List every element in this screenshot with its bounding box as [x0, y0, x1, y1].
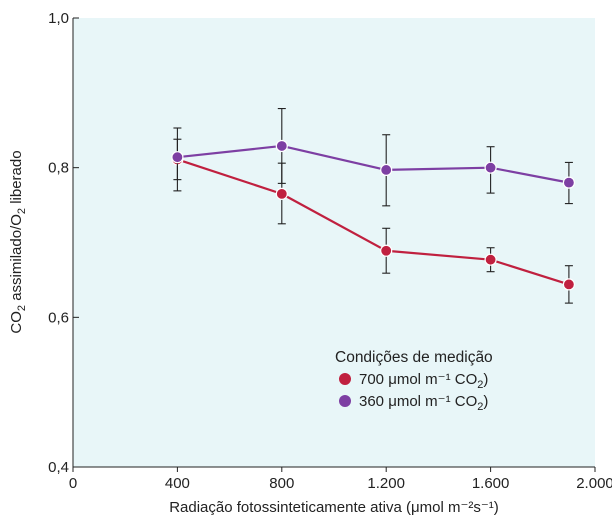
legend-marker — [339, 395, 351, 407]
y-axis-ticks: 0,4 0,6 0,8 1,0 — [48, 10, 79, 476]
y-axis-label-part: 2 — [16, 208, 28, 214]
legend-entry-subscript: 2 — [477, 401, 483, 413]
data-point — [171, 151, 184, 164]
y-axis-label: CO2 assimilado/O2 liberado — [8, 150, 28, 333]
x-tick-label: 1.200 — [367, 475, 405, 492]
axes — [72, 18, 595, 468]
y-axis-label-part: CO — [8, 311, 25, 334]
series-2 — [171, 107, 576, 207]
legend-entry-text: 360 μmol m⁻¹ CO — [359, 393, 477, 410]
x-tick-label: 2.000 — [576, 475, 612, 492]
data-point — [484, 253, 497, 266]
legend-entry-subscript: 2 — [477, 379, 483, 391]
legend-title: Condições de medição — [335, 349, 493, 366]
y-tick-label: 0,6 — [48, 309, 69, 326]
x-axis-label: Radiação fotossinteticamente ativa (μmol… — [169, 499, 499, 516]
y-axis-label-part: liberado — [8, 150, 25, 208]
legend-entry-suffix: ) — [483, 393, 488, 410]
data-point — [484, 161, 497, 174]
x-tick-label: 400 — [165, 475, 190, 492]
x-tick-label: 800 — [269, 475, 294, 492]
legend-entry-suffix: ) — [483, 371, 488, 388]
legend-entry-label: 360 μmol m⁻¹ CO2) — [359, 393, 488, 413]
data-point — [275, 139, 288, 153]
data-point — [380, 244, 393, 257]
x-tick-label: 1.600 — [472, 475, 510, 492]
legend-entries: 700 μmol m⁻¹ CO2)360 μmol m⁻¹ CO2) — [339, 371, 488, 413]
x-tick-label: 0 — [69, 475, 77, 492]
legend-entry-text: 700 μmol m⁻¹ CO — [359, 371, 477, 388]
legend-entry-label: 700 μmol m⁻¹ CO2) — [359, 371, 488, 391]
y-tick-label: 1,0 — [48, 10, 69, 27]
y-axis-label-part: assimilado/O — [8, 214, 25, 305]
y-tick-label: 0,8 — [48, 160, 69, 177]
legend-marker — [339, 373, 351, 385]
data-point — [275, 187, 288, 200]
data-point — [380, 163, 393, 177]
y-axis-label-part: 2 — [16, 305, 28, 311]
legend: Condições de medição 700 μmol m⁻¹ CO2)36… — [335, 349, 493, 413]
x-axis-ticks: 0 400 800 1.200 1.600 2.000 — [69, 467, 612, 492]
y-tick-label: 0,4 — [48, 459, 69, 476]
plot-background — [73, 18, 595, 467]
data-point — [562, 278, 576, 291]
data-point — [562, 176, 576, 189]
series-layer — [171, 107, 576, 304]
